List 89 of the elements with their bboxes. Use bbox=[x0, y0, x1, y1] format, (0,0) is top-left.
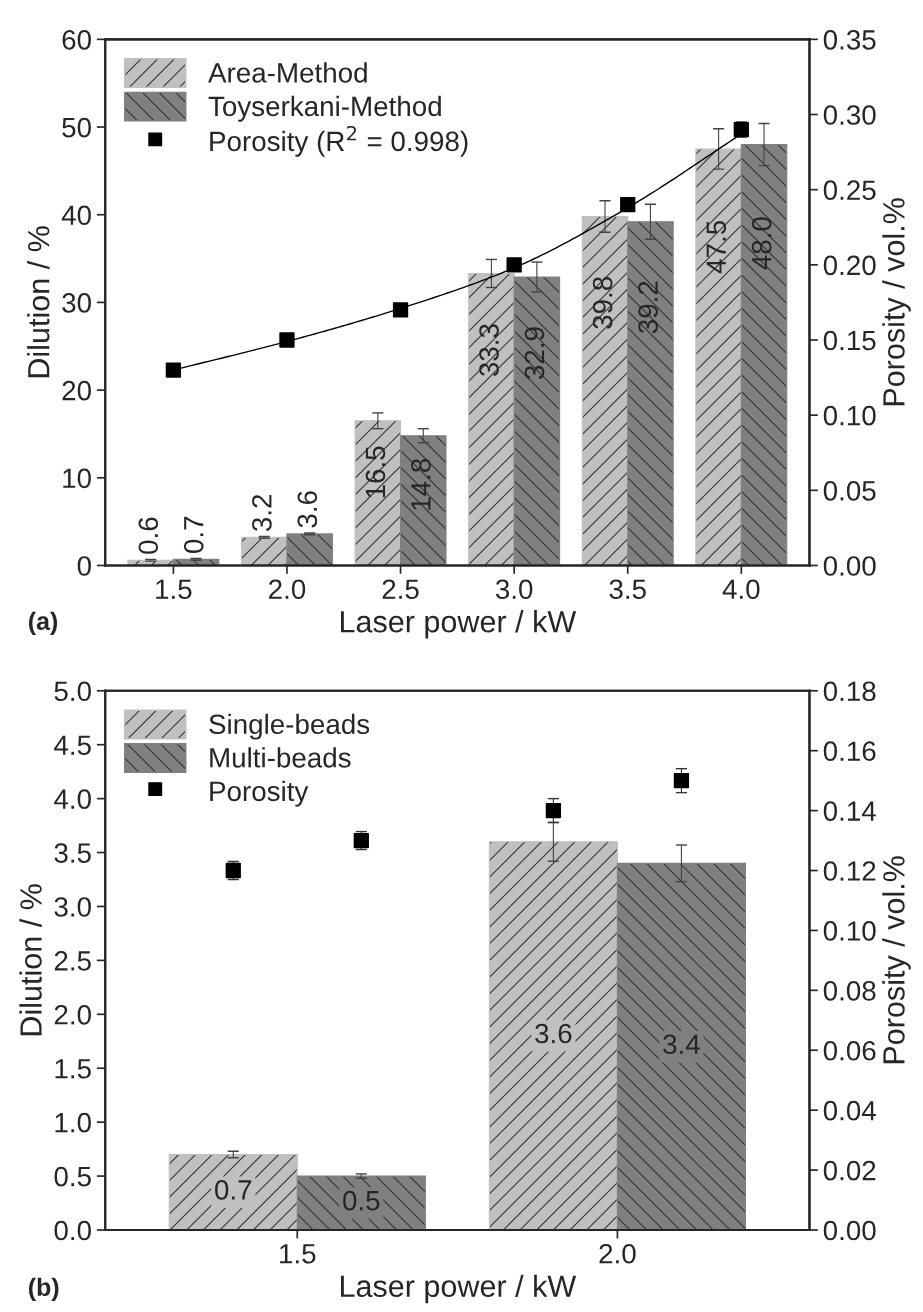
y-tick-label: 2.0 bbox=[54, 1004, 91, 1025]
y2-tick-label: 0.25 bbox=[823, 180, 876, 201]
x-tick-label: 2.5 bbox=[382, 579, 419, 600]
bar bbox=[581, 215, 629, 566]
y-tick-label: 60 bbox=[62, 30, 91, 50]
y-tick-label: 40 bbox=[61, 205, 91, 226]
data-label: 39.8 bbox=[592, 277, 613, 329]
y2-tick-label: 0.08 bbox=[823, 981, 876, 1001]
y-tick-label: 4.0 bbox=[54, 789, 91, 809]
point bbox=[279, 332, 295, 348]
y2-tick-label: 0.02 bbox=[823, 1160, 876, 1181]
y2-tick-label: 0.15 bbox=[823, 330, 876, 351]
data-label: 48.0 bbox=[751, 217, 772, 270]
data-label: 0.7 bbox=[183, 516, 204, 553]
data-label: 3.2 bbox=[252, 494, 272, 532]
x-tick-label: 4.0 bbox=[722, 579, 760, 600]
x-axis-title: Laser power / kW bbox=[340, 1274, 577, 1304]
legend-label: Porosity (R$^{2}$ = 0.998) bbox=[210, 125, 468, 157]
bar bbox=[399, 435, 447, 566]
y-tick-label: 5.0 bbox=[54, 681, 91, 702]
data-label: 3.4 bbox=[663, 1034, 700, 1055]
text: (a) bbox=[29, 611, 58, 635]
point bbox=[392, 302, 409, 318]
point bbox=[506, 257, 522, 273]
y-tick-label: 20 bbox=[62, 380, 91, 401]
bar bbox=[513, 276, 561, 566]
point bbox=[620, 197, 636, 213]
data-label: 16.5 bbox=[365, 446, 386, 498]
bar bbox=[740, 144, 788, 566]
y-tick-label: 0.5 bbox=[54, 1166, 91, 1187]
data-label: 0.7 bbox=[215, 1180, 252, 1200]
y-tick-label: 0 bbox=[77, 556, 91, 576]
y-tick-label: 4.5 bbox=[54, 735, 91, 756]
data-label: 47.5 bbox=[706, 220, 727, 274]
y2-tick-label: 0.35 bbox=[823, 30, 876, 50]
bar bbox=[354, 420, 402, 566]
y2-tick-label: 0.04 bbox=[823, 1100, 876, 1121]
data-label: 32.9 bbox=[524, 327, 545, 380]
bar bbox=[616, 862, 747, 1230]
y2-axis-title: Porosity / vol.% bbox=[882, 198, 911, 406]
y2-tick-label: 0.00 bbox=[823, 1220, 876, 1241]
y2-tick-label: 0.20 bbox=[823, 255, 876, 276]
y-tick-label: 3.0 bbox=[54, 897, 91, 917]
data-label: 3.6 bbox=[535, 1023, 572, 1044]
data-label: 0.6 bbox=[138, 517, 159, 554]
y2-axis-title: Porosity / vol.% bbox=[882, 856, 911, 1064]
y-tick-label: 3.5 bbox=[54, 843, 91, 863]
y-tick-label: 0.0 bbox=[54, 1220, 91, 1241]
y2-tick-label: 0.18 bbox=[823, 681, 876, 702]
legend-label: Porosity bbox=[210, 780, 309, 807]
legend-label: Single-beads bbox=[209, 713, 370, 740]
data-label: 0.5 bbox=[343, 1190, 380, 1211]
y2-tick-label: 0.14 bbox=[823, 801, 876, 821]
y2-tick-label: 0.06 bbox=[823, 1040, 876, 1061]
text: (b) bbox=[29, 1277, 59, 1301]
bar bbox=[468, 272, 515, 566]
y2-tick-label: 0.10 bbox=[823, 921, 876, 941]
y-tick-label: 50 bbox=[62, 117, 91, 138]
y-tick-label: 2.5 bbox=[54, 951, 91, 971]
x-tick-label: 3.0 bbox=[495, 579, 533, 600]
y2-tick-label: 0.30 bbox=[823, 105, 876, 125]
point bbox=[165, 362, 182, 378]
bar bbox=[286, 533, 333, 566]
y-axis-title: Dilution / % bbox=[19, 884, 42, 1036]
x-tick-label: 3.5 bbox=[609, 579, 646, 600]
x-axis-title: Laser power / kW bbox=[340, 610, 577, 639]
legend-label: Multi-beads bbox=[210, 747, 351, 768]
legend-label: Toyserkani-Method bbox=[208, 95, 441, 122]
y-tick-label: 30 bbox=[62, 293, 91, 313]
y2-tick-label: 0.16 bbox=[823, 741, 876, 762]
legend-label: Area-Method bbox=[208, 62, 367, 83]
bar bbox=[488, 841, 618, 1230]
bar bbox=[627, 221, 674, 566]
y-tick-label: 10 bbox=[63, 468, 91, 489]
data-label: 3.6 bbox=[297, 491, 318, 528]
y2-tick-label: 0.00 bbox=[823, 556, 876, 576]
data-label: 14.8 bbox=[411, 458, 431, 510]
y2-tick-label: 0.05 bbox=[823, 480, 876, 501]
y-axis-title: Dilution / % bbox=[27, 226, 50, 378]
data-label: 39.2 bbox=[638, 281, 658, 334]
bar bbox=[240, 536, 288, 566]
x-tick-label: 1.5 bbox=[156, 579, 192, 600]
y2-tick-label: 0.10 bbox=[823, 405, 876, 426]
data-label: 33.3 bbox=[479, 324, 499, 377]
y-tick-label: 1.5 bbox=[55, 1059, 91, 1079]
y-tick-label: 1.0 bbox=[55, 1112, 91, 1133]
x-tick-label: 2.0 bbox=[269, 579, 306, 600]
y2-tick-label: 0.12 bbox=[823, 861, 876, 881]
bar bbox=[695, 148, 742, 566]
